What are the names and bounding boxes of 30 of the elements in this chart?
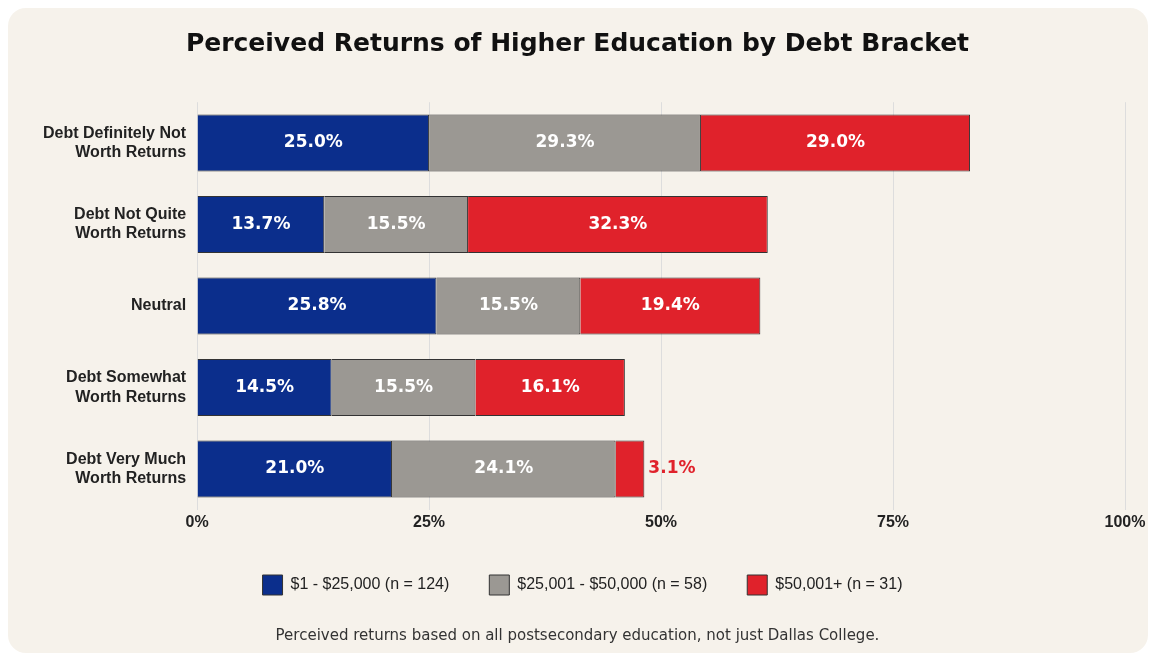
text: Perceived returns based on all postsecondary education, not just Dallas College. [274,626,881,644]
data-label: 14.5% [235,375,295,396]
data-label: 25.8% [287,294,347,315]
data-label: 29.3% [535,131,595,152]
data-label: 15.5% [366,212,426,233]
data-label: 19.4% [640,294,700,315]
legend-label: $25,001 - $50,000 (n = 58) [517,575,708,593]
x-tick-label: 50% [645,512,678,530]
y-tick-label: Debt Very Much Worth Returns [66,449,187,487]
legend-label: $50,001+ (n = 31) [775,575,903,593]
data-label: 13.7% [231,212,291,233]
y-tick-label: Debt Not Quite Worth Returns [74,205,187,242]
x-tick-label: 0% [185,512,209,530]
data-label: 15.5% [374,375,434,396]
x-tick-label: 25% [413,512,446,530]
data-label: 24.1% [474,457,534,478]
y-tick-label: Neutral [130,296,187,314]
data-label: 32.3% [588,212,648,233]
data-label: 16.1% [520,375,580,396]
data-label: 15.5% [478,294,538,315]
data-label: 3.1% [648,457,696,478]
y-tick-label: Debt Somewhat Worth Returns [66,368,187,405]
x-tick-label: 100% [1104,512,1146,530]
chart-title: Perceived Returns of Higher Education by Debt Bracket [184,28,971,57]
y-tick-label: Debt Definitely Not Worth Returns [42,123,187,160]
data-label: 29.0% [806,131,865,152]
x-tick-label: 75% [877,512,910,530]
legend-label: $1 - $25,000 (n = 124) [290,575,450,593]
data-label: 25.0% [283,131,343,152]
data-label: 21.0% [265,457,325,478]
